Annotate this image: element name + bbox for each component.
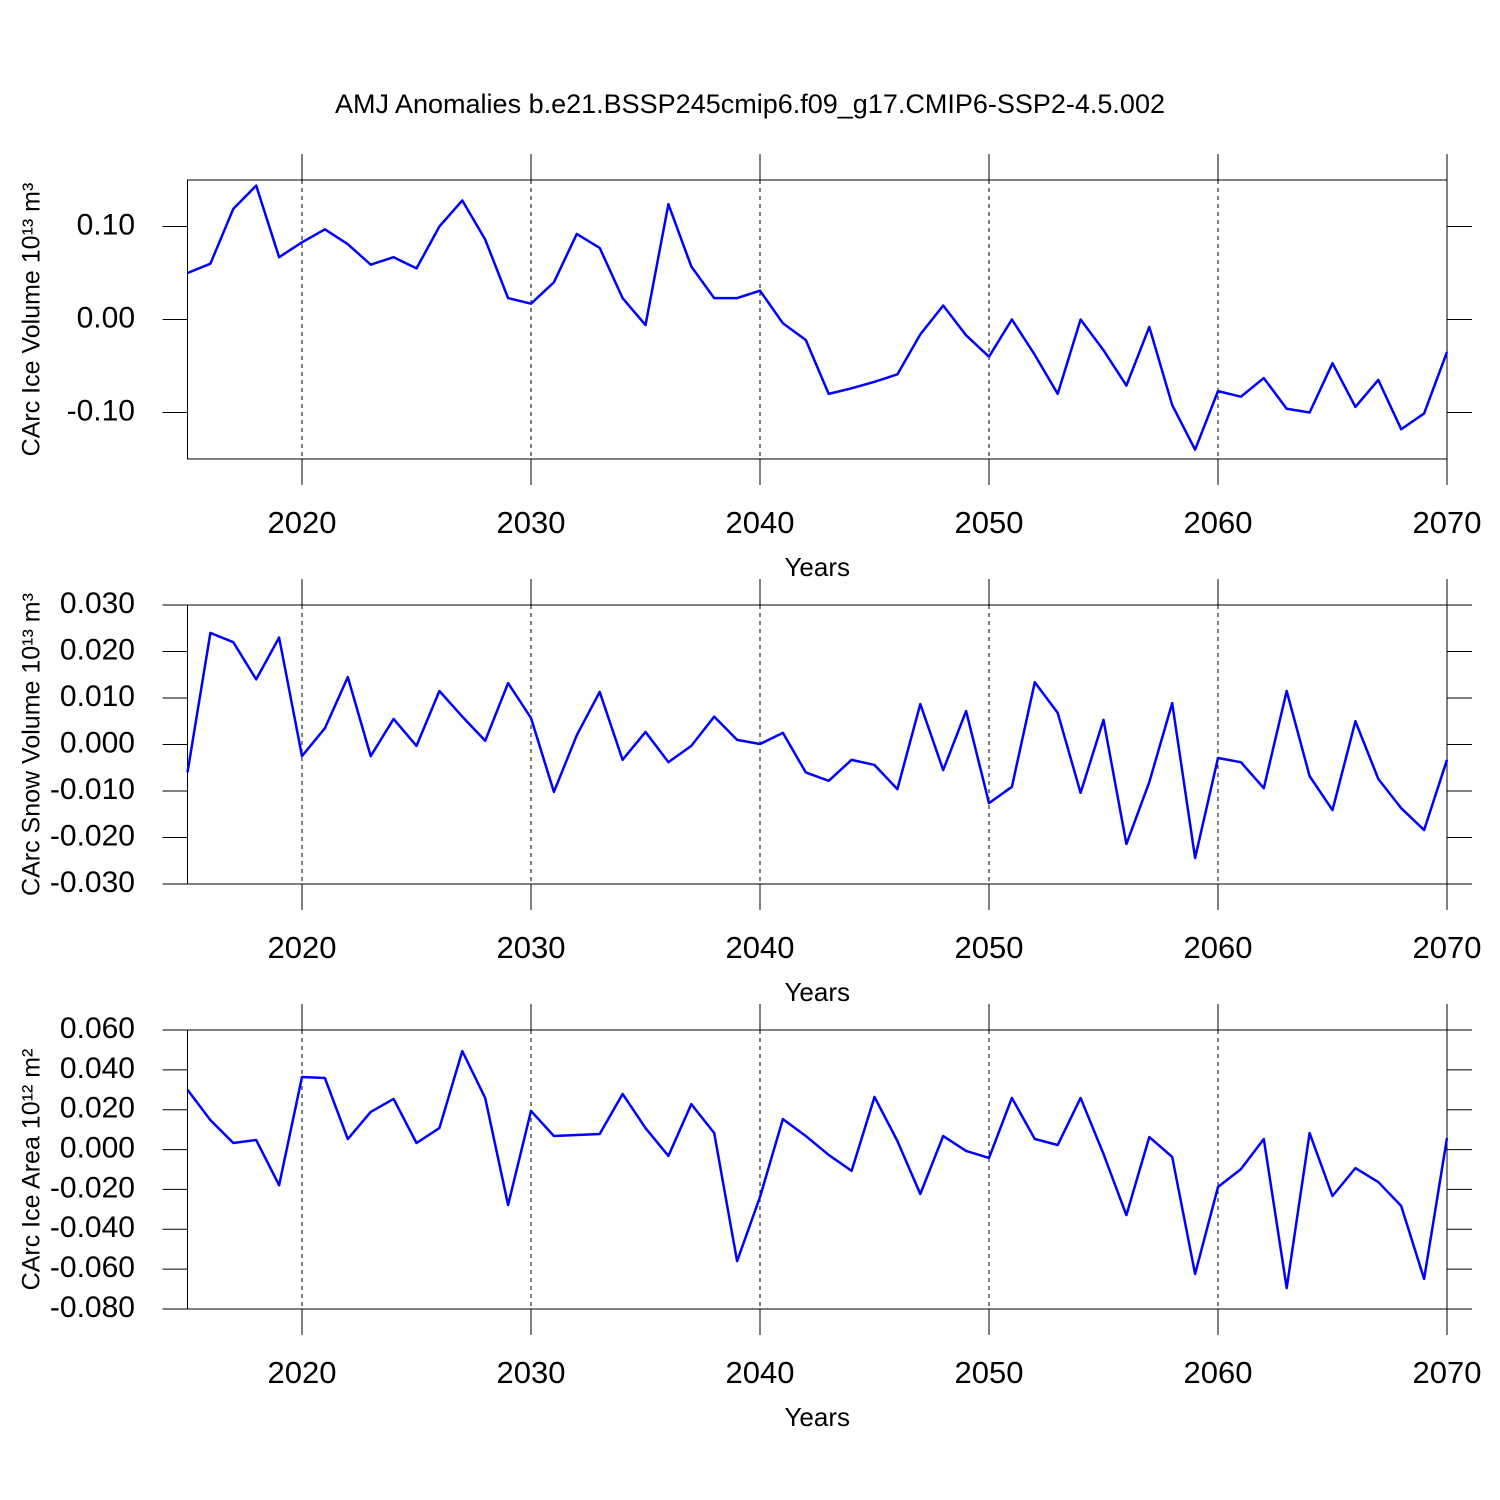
x-tick-label: 2060 xyxy=(1184,930,1253,965)
x-tick-label: 2040 xyxy=(726,930,795,965)
y-tick-label: 0.020 xyxy=(60,1092,135,1125)
x-tick-label: 2070 xyxy=(1413,505,1482,540)
x-tick-label: 2060 xyxy=(1184,1355,1253,1390)
y-tick-label: -0.010 xyxy=(50,773,135,806)
y-tick-label: 0.030 xyxy=(60,587,135,620)
x-axis-label: Years xyxy=(784,552,850,582)
x-tick-label: 2070 xyxy=(1413,1355,1482,1390)
y-tick-label: 0.00 xyxy=(77,301,135,334)
data-line xyxy=(186,631,1449,860)
chart-title: AMJ Anomalies b.e21.BSSP245cmip6.f09_g17… xyxy=(335,89,1165,119)
x-tick-label: 2030 xyxy=(497,505,566,540)
x-tick-label: 2020 xyxy=(268,930,337,965)
x-tick-label: 2070 xyxy=(1413,930,1482,965)
x-tick-label: 2050 xyxy=(955,1355,1024,1390)
x-tick-label: 2060 xyxy=(1184,505,1253,540)
y-tick-label: -0.030 xyxy=(50,866,135,899)
y-tick-label: 0.000 xyxy=(60,1131,135,1164)
data-line xyxy=(186,1049,1449,1290)
data-line xyxy=(187,184,1449,451)
x-tick-label: 2020 xyxy=(268,1355,337,1390)
y-axis-label: CArc Ice Volume 10¹³ m³ xyxy=(18,183,46,457)
plot-frame xyxy=(187,179,1448,460)
x-axis-label: Years xyxy=(784,977,850,1007)
y-tick-label: -0.060 xyxy=(50,1251,135,1284)
y-tick-label: 0.10 xyxy=(77,208,135,241)
plot-frame xyxy=(187,604,1448,885)
y-tick-label: -0.020 xyxy=(50,819,135,852)
x-tick-label: 2040 xyxy=(726,1355,795,1390)
y-axis-label: CArc Snow Volume 10¹³ m³ xyxy=(18,593,46,896)
y-tick-label: -0.10 xyxy=(67,394,135,427)
x-tick-label: 2030 xyxy=(497,1355,566,1390)
x-tick-label: 2040 xyxy=(726,505,795,540)
y-axis-label: CArc Ice Area 10¹² m² xyxy=(18,1049,46,1291)
y-tick-label: 0.060 xyxy=(60,1012,135,1045)
x-tick-label: 2050 xyxy=(955,505,1024,540)
y-tick-label: -0.080 xyxy=(50,1291,135,1324)
x-tick-label: 2030 xyxy=(497,930,566,965)
y-tick-label: -0.040 xyxy=(50,1211,135,1244)
x-tick-label: 2020 xyxy=(268,505,337,540)
y-tick-label: 0.010 xyxy=(60,680,135,713)
x-tick-label: 2050 xyxy=(955,930,1024,965)
x-axis-label: Years xyxy=(784,1402,850,1432)
y-tick-label: 0.020 xyxy=(60,633,135,666)
y-tick-label: 0.040 xyxy=(60,1052,135,1085)
y-tick-label: -0.020 xyxy=(50,1171,135,1204)
y-tick-label: 0.000 xyxy=(60,726,135,759)
plot-frame xyxy=(187,1029,1448,1310)
